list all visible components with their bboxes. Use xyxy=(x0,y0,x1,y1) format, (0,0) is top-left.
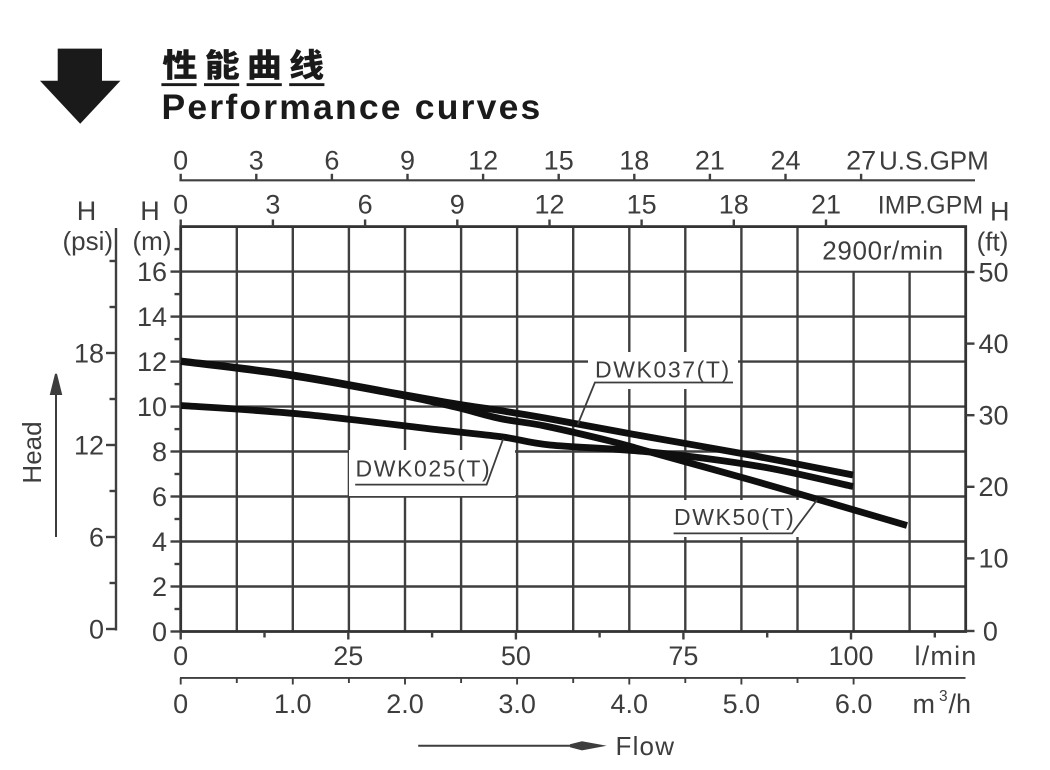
svg-text:6.0: 6.0 xyxy=(835,689,873,719)
svg-text:10: 10 xyxy=(137,392,167,422)
svg-text:12: 12 xyxy=(534,189,564,219)
svg-text:24: 24 xyxy=(770,145,800,175)
svg-text:IMP.GPM: IMP.GPM xyxy=(878,192,984,219)
svg-text:18: 18 xyxy=(719,189,749,219)
svg-text:Head: Head xyxy=(17,421,47,483)
svg-text:3: 3 xyxy=(249,145,264,175)
svg-text:27: 27 xyxy=(846,145,876,175)
svg-text:DWK50(T): DWK50(T) xyxy=(674,504,795,530)
svg-text:(psi): (psi) xyxy=(63,226,114,256)
svg-text:100: 100 xyxy=(828,641,873,671)
svg-text:16: 16 xyxy=(137,257,167,287)
svg-text:12: 12 xyxy=(74,430,104,460)
svg-text:Performance curves: Performance curves xyxy=(162,87,543,127)
svg-text:2900r/min: 2900r/min xyxy=(822,236,943,266)
svg-text:9: 9 xyxy=(450,189,465,219)
svg-text:2: 2 xyxy=(152,572,167,602)
svg-text:1.0: 1.0 xyxy=(274,689,312,719)
svg-text:3: 3 xyxy=(939,688,948,705)
svg-text:10: 10 xyxy=(979,544,1009,574)
svg-text:9: 9 xyxy=(400,145,415,175)
svg-text:15: 15 xyxy=(627,189,657,219)
svg-text:6: 6 xyxy=(358,189,373,219)
svg-text:H: H xyxy=(77,196,97,226)
svg-text:0: 0 xyxy=(983,616,998,646)
svg-text:DWK025(T): DWK025(T) xyxy=(356,455,492,481)
svg-text:15: 15 xyxy=(544,145,574,175)
svg-text:14: 14 xyxy=(137,302,167,332)
svg-text:m: m xyxy=(913,689,936,719)
svg-text:3: 3 xyxy=(265,189,280,219)
svg-text:Flow: Flow xyxy=(616,731,676,761)
svg-text:30: 30 xyxy=(979,401,1009,431)
svg-text:4: 4 xyxy=(152,527,167,557)
svg-text:18: 18 xyxy=(619,145,649,175)
svg-text:5.0: 5.0 xyxy=(723,689,761,719)
svg-text:21: 21 xyxy=(695,145,725,175)
svg-text:U.S.GPM: U.S.GPM xyxy=(879,145,989,175)
svg-text:0: 0 xyxy=(173,689,188,719)
svg-text:20: 20 xyxy=(979,472,1009,502)
svg-text:25: 25 xyxy=(333,641,363,671)
svg-text:40: 40 xyxy=(979,329,1009,359)
svg-text:50: 50 xyxy=(979,257,1009,287)
svg-text:(ft): (ft) xyxy=(977,227,1009,257)
svg-text:6: 6 xyxy=(89,522,104,552)
svg-text:H: H xyxy=(140,196,160,226)
svg-text:21: 21 xyxy=(811,189,841,219)
svg-text:/h: /h xyxy=(949,689,972,719)
svg-text:DWK037(T): DWK037(T) xyxy=(595,357,731,383)
svg-text:12: 12 xyxy=(468,145,498,175)
svg-text:6: 6 xyxy=(152,482,167,512)
svg-text:50: 50 xyxy=(501,641,531,671)
svg-text:3.0: 3.0 xyxy=(498,689,536,719)
svg-text:12: 12 xyxy=(137,347,167,377)
svg-text:0: 0 xyxy=(173,189,188,219)
svg-text:(m): (m) xyxy=(133,226,172,256)
svg-text:18: 18 xyxy=(74,338,104,368)
svg-text:0: 0 xyxy=(173,145,188,175)
svg-text:6: 6 xyxy=(324,145,339,175)
svg-text:75: 75 xyxy=(668,641,698,671)
svg-text:l/min: l/min xyxy=(915,641,978,671)
svg-text:H: H xyxy=(990,196,1010,226)
svg-text:0: 0 xyxy=(89,614,104,644)
svg-text:0: 0 xyxy=(152,617,167,647)
svg-text:0: 0 xyxy=(173,641,188,671)
svg-text:2.0: 2.0 xyxy=(386,689,424,719)
svg-text:8: 8 xyxy=(152,437,167,467)
svg-text:4.0: 4.0 xyxy=(611,689,649,719)
